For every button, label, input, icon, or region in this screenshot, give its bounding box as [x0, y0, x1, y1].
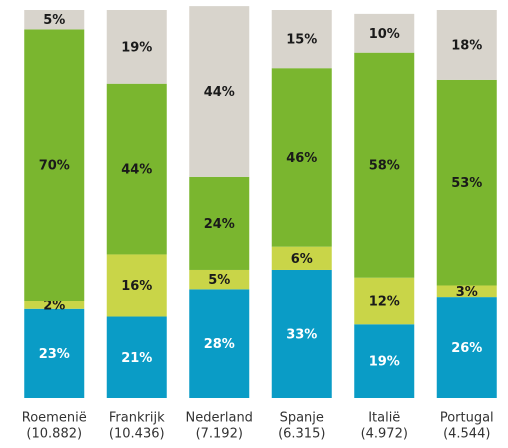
x-tick-sublabel: (10.436) [109, 427, 165, 442]
bar-segment [24, 301, 85, 309]
bar-segment [106, 316, 167, 398]
x-tick-sublabel: (4.544) [443, 427, 490, 442]
bar-segment [436, 297, 497, 398]
value-label: 33% [286, 327, 317, 342]
bar-segment [189, 6, 250, 177]
bar-segment [436, 285, 497, 298]
value-label: 5% [43, 13, 65, 28]
bar-segment [24, 29, 85, 302]
value-label: 18% [451, 38, 482, 53]
value-label: 3% [456, 285, 478, 300]
bar-segment [106, 254, 167, 317]
value-label: 16% [121, 279, 152, 294]
bar-segment [189, 269, 250, 290]
bar-segment [189, 176, 250, 270]
value-label: 70% [39, 159, 70, 174]
value-label: 19% [369, 355, 400, 370]
bar-segment [354, 52, 415, 278]
value-label: 23% [39, 347, 70, 362]
x-tick-label: Frankrijk [109, 411, 165, 426]
value-label: 5% [208, 273, 230, 288]
value-label: 10% [369, 27, 400, 42]
value-label: 21% [121, 351, 152, 366]
value-label: 12% [369, 295, 400, 310]
value-label: 6% [291, 252, 313, 267]
value-label: 46% [286, 151, 317, 166]
bar-segment [436, 79, 497, 286]
x-tick-sublabel: (6.315) [278, 427, 325, 442]
x-tick-sublabel: (7.192) [196, 427, 243, 442]
bar-segment [271, 269, 332, 398]
bar-segment [271, 10, 332, 69]
value-label: 58% [369, 159, 400, 174]
bar-segment [354, 324, 415, 398]
bar-segment [271, 68, 332, 247]
bar-segment [354, 13, 415, 53]
bar-segment [24, 10, 85, 30]
bar-segment [271, 246, 332, 270]
x-tick-label: Italië [368, 411, 400, 426]
bar-segment [106, 10, 167, 84]
value-label: 26% [451, 341, 482, 356]
value-label: 2% [43, 298, 65, 313]
x-tick-sublabel: (10.882) [26, 427, 82, 442]
value-label: 44% [204, 85, 235, 100]
value-label: 15% [286, 33, 317, 48]
value-label: 19% [121, 40, 152, 55]
x-tick-label: Portugal [440, 411, 494, 426]
bar-segment [24, 308, 85, 398]
bar-segment [106, 83, 167, 255]
x-tick-label: Roemenië [22, 411, 87, 426]
value-label: 44% [121, 163, 152, 178]
value-label: 28% [204, 337, 235, 352]
x-tick-label: Nederland [186, 411, 253, 426]
bar-segment [189, 289, 250, 398]
bar-segment [354, 277, 415, 325]
x-tick-sublabel: (4.972) [361, 427, 408, 442]
value-label: 24% [204, 217, 235, 232]
x-tick-label: Spanje [280, 411, 324, 426]
value-label: 53% [451, 176, 482, 191]
bar-segment [436, 10, 497, 80]
